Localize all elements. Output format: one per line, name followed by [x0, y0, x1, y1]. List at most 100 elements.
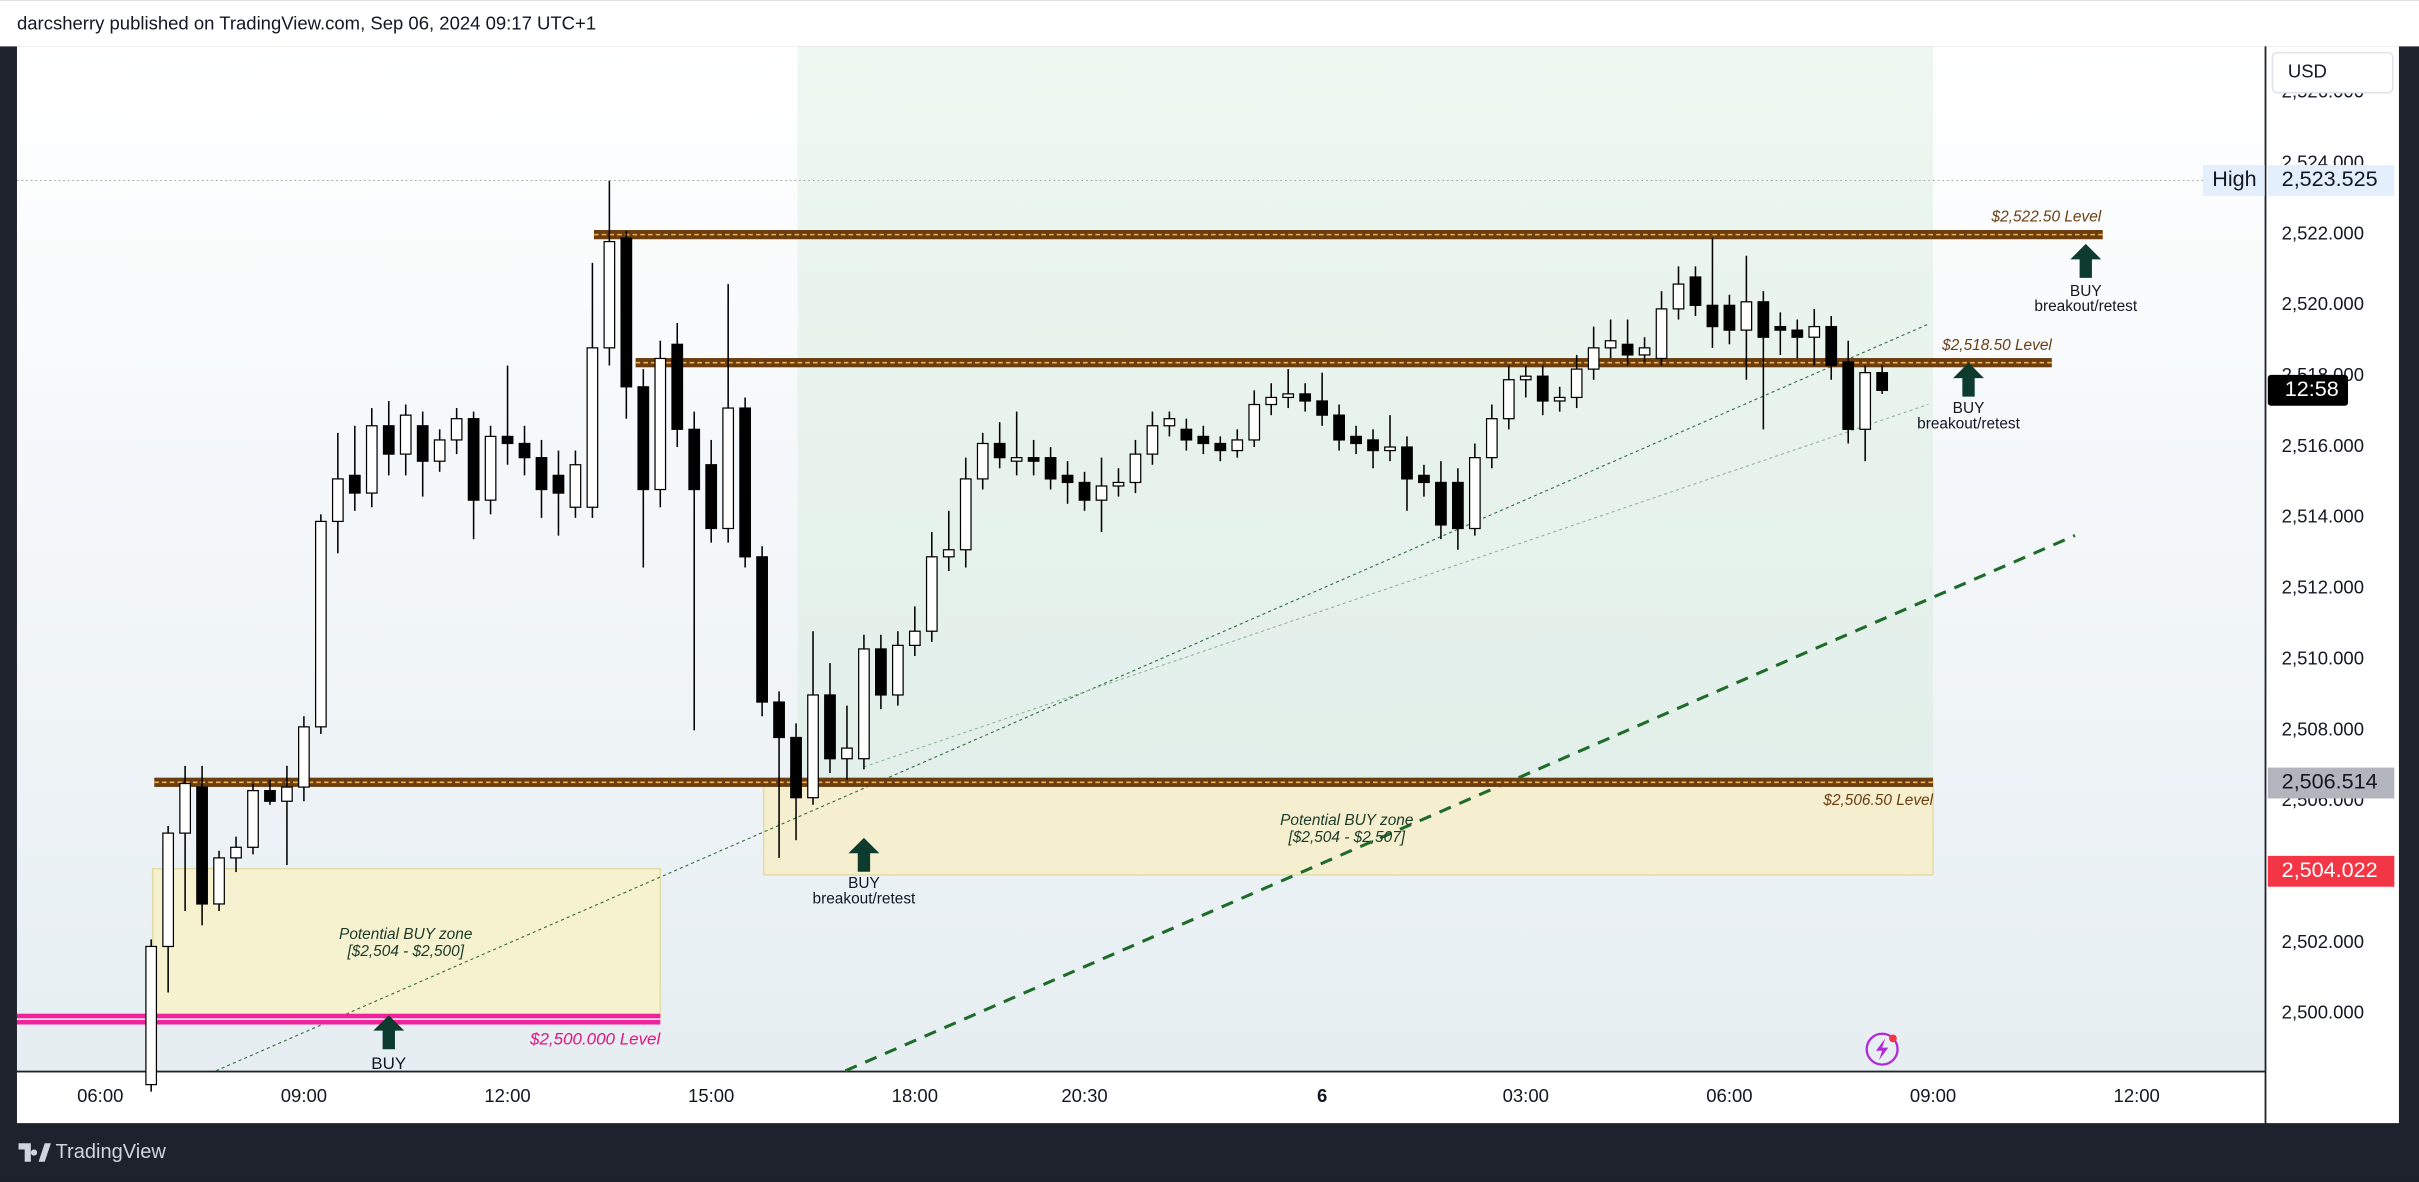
candle — [1621, 319, 1634, 366]
candle-body — [1095, 485, 1108, 501]
level-line — [154, 777, 1934, 787]
candle-body — [179, 782, 191, 834]
x-tick-label: 03:00 — [1503, 1085, 1549, 1106]
candle-body — [569, 464, 582, 508]
candle — [1774, 312, 1787, 355]
candle — [824, 663, 836, 773]
candle — [688, 411, 701, 731]
candle — [1452, 468, 1464, 550]
candle — [1061, 461, 1074, 504]
candle-body — [1553, 396, 1566, 402]
candle — [1468, 443, 1481, 536]
candle — [1010, 411, 1023, 476]
level-label: $2,506.50 Level — [1822, 792, 1933, 809]
candle — [1604, 319, 1617, 359]
candle — [1689, 266, 1702, 316]
candle — [1485, 404, 1498, 469]
candle — [993, 422, 1006, 469]
signal-note: breakout/retest — [2034, 298, 2137, 315]
candle-body — [1791, 329, 1804, 338]
candle — [281, 765, 293, 865]
candle — [382, 400, 395, 476]
price-tag-name-bg — [2203, 165, 2265, 196]
candle — [1027, 439, 1040, 476]
candle — [891, 631, 904, 706]
candle — [416, 411, 429, 497]
candle-body — [1570, 368, 1583, 399]
buy-arrow — [848, 837, 880, 872]
candle — [196, 765, 208, 926]
zone-title: Potential BUY zone — [339, 926, 472, 943]
candle-body — [756, 556, 768, 703]
zone-range: [$2,504 - $2,507] — [1288, 829, 1406, 846]
candle — [1214, 436, 1227, 462]
candle-body — [1808, 325, 1821, 338]
candle — [484, 425, 497, 515]
level-line — [593, 230, 2103, 240]
x-tick-label: 09:00 — [281, 1085, 327, 1106]
signal-label: BUY — [1953, 400, 1985, 417]
currency-button[interactable] — [2271, 51, 2394, 94]
candle — [1502, 365, 1515, 430]
candle — [1163, 411, 1176, 437]
candle-body — [824, 694, 836, 760]
candle — [1536, 365, 1549, 416]
brand-name: TradingView — [56, 1141, 167, 1163]
candle-body — [518, 442, 531, 459]
candle — [1197, 425, 1210, 455]
candle — [433, 429, 446, 472]
level-label: $2,500.000 Level — [529, 1029, 661, 1048]
candle — [1231, 429, 1244, 458]
price-tag — [2267, 165, 2395, 196]
candle-body — [1231, 439, 1244, 452]
price-tag — [2267, 855, 2395, 887]
candle — [450, 408, 463, 455]
candle-body — [891, 644, 904, 696]
candle — [620, 230, 633, 419]
candle — [467, 411, 480, 540]
candle-body — [1485, 418, 1498, 459]
candle-body — [586, 347, 599, 508]
candle-body — [1146, 425, 1159, 455]
candle — [1265, 383, 1278, 416]
candle-body — [1163, 418, 1176, 427]
candle — [1316, 372, 1329, 426]
header-title: darcsherry published on TradingView.com,… — [17, 13, 596, 34]
candle-body — [1842, 361, 1855, 430]
candle — [501, 365, 514, 465]
price-tag-label: 2,506.514 — [2282, 769, 2378, 794]
alert-icon[interactable] — [1865, 1032, 1899, 1066]
candle-body — [433, 439, 446, 462]
candle-body — [1061, 474, 1074, 484]
candle-body — [739, 407, 752, 558]
candle-body — [1112, 481, 1125, 487]
candle — [603, 180, 616, 366]
candle — [365, 408, 378, 508]
candle-body — [1604, 340, 1617, 349]
candle-body — [365, 425, 378, 494]
candle — [841, 705, 853, 780]
y-tick-label: 2,520.000 — [2282, 293, 2364, 314]
candle-body — [450, 418, 463, 441]
x-tick-label: 12:00 — [484, 1085, 530, 1106]
candle-body — [1214, 442, 1227, 452]
candle-body — [281, 786, 293, 802]
candle — [875, 634, 887, 710]
candle — [1876, 365, 1889, 394]
candle-body — [841, 747, 853, 760]
price-tag-label: 2,504.022 — [2282, 857, 2378, 882]
candle — [1757, 291, 1770, 430]
candle-body — [1621, 343, 1634, 356]
header-bar — [0, 0, 2419, 47]
candle-body — [1723, 304, 1736, 331]
candle-body — [264, 789, 276, 802]
candle — [671, 323, 684, 448]
signal-label: BUY — [371, 1054, 406, 1073]
level-label: $2,518.50 Level — [1941, 337, 2052, 354]
candle — [942, 510, 955, 571]
x-tick-label: 09:00 — [1910, 1085, 1956, 1106]
candle — [162, 826, 175, 993]
candle — [569, 450, 582, 518]
candle — [247, 783, 259, 855]
